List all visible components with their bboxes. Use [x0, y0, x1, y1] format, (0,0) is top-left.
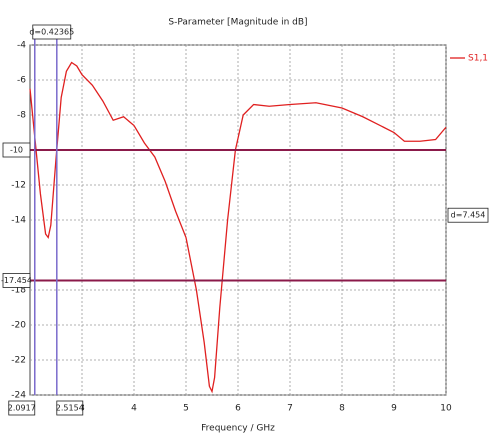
h-marker-label: -17.454 — [1, 276, 32, 285]
marker-label-box — [56, 400, 84, 416]
v-marker-label: 2.0917 — [8, 404, 36, 413]
h-marker-delta: d=7.454 — [451, 211, 486, 220]
y-tick-label: -8 — [17, 111, 26, 121]
v-marker-delta: d=0.42365 — [29, 28, 74, 37]
y-tick-label: -14 — [11, 216, 26, 226]
y-tick-label: -20 — [11, 321, 26, 331]
x-axis-label: Frequency / GHz — [201, 424, 275, 434]
y-tick-label: -12 — [11, 181, 26, 191]
x-tick-label: 5 — [183, 404, 189, 414]
marker-label-box — [2, 273, 31, 288]
y-tick-label: -22 — [11, 356, 26, 366]
h-marker-label: -10 — [10, 146, 23, 155]
delta-box — [32, 24, 72, 40]
legend-label: S1,1 — [468, 54, 488, 64]
y-tick-label: -18 — [11, 286, 26, 296]
x-tick-label: 6 — [235, 404, 241, 414]
y-tick-label: -6 — [17, 76, 26, 86]
x-tick-label: 7 — [287, 404, 293, 414]
x-tick-label: 10 — [440, 404, 452, 414]
x-tick-label: 9 — [391, 404, 397, 414]
x-tick-label: 8 — [339, 404, 345, 414]
chart-title: S-Parameter [Magnitude in dB] — [168, 18, 307, 28]
v-marker-label: 2.5154 — [56, 404, 84, 413]
marker-label-box — [8, 400, 36, 416]
delta-box — [447, 207, 489, 223]
series-line — [29, 61, 447, 394]
x-tick-label: 4 — [131, 404, 137, 414]
y-tick-label: -4 — [17, 41, 26, 51]
marker-label-box — [2, 142, 31, 158]
y-tick-label: -24 — [11, 391, 26, 401]
